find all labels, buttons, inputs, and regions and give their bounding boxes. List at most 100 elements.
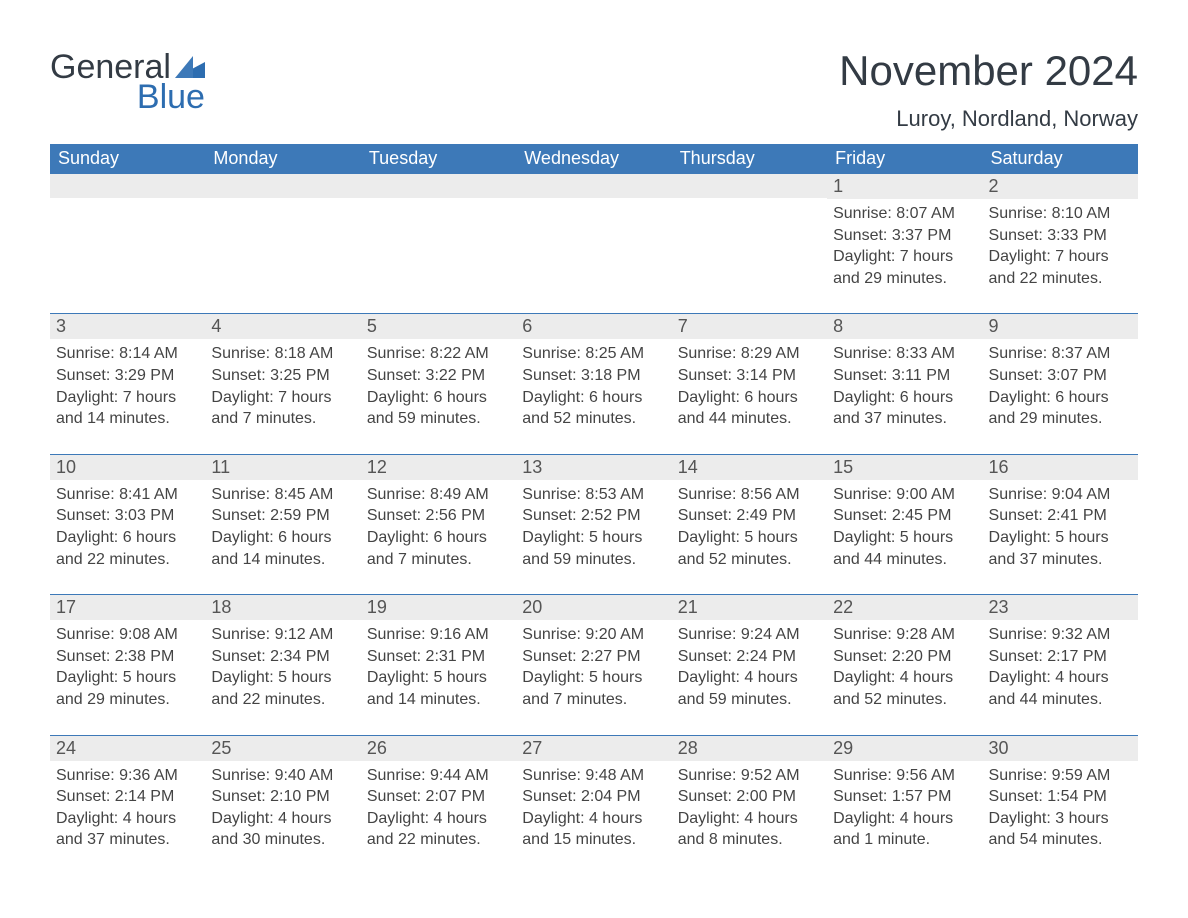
sunrise-text: Sunrise: 8:49 AM — [367, 484, 510, 506]
calendar-cell: 28Sunrise: 9:52 AMSunset: 2:00 PMDayligh… — [672, 735, 827, 875]
daylight-text-2: and 30 minutes. — [211, 829, 354, 851]
day-info: Sunrise: 8:33 AMSunset: 3:11 PMDaylight:… — [827, 339, 982, 429]
daylight-text-1: Daylight: 5 hours — [678, 527, 821, 549]
sunset-text: Sunset: 3:03 PM — [56, 505, 199, 527]
calendar-week: 1Sunrise: 8:07 AMSunset: 3:37 PMDaylight… — [50, 173, 1138, 313]
day-info: Sunrise: 8:56 AMSunset: 2:49 PMDaylight:… — [672, 480, 827, 570]
calendar-week: 10Sunrise: 8:41 AMSunset: 3:03 PMDayligh… — [50, 454, 1138, 594]
day-info: Sunrise: 8:07 AMSunset: 3:37 PMDaylight:… — [827, 199, 982, 289]
daylight-text-1: Daylight: 6 hours — [367, 387, 510, 409]
daylight-text-2: and 7 minutes. — [211, 408, 354, 430]
calendar-cell: 9Sunrise: 8:37 AMSunset: 3:07 PMDaylight… — [983, 313, 1138, 453]
sunrise-text: Sunrise: 9:32 AM — [989, 624, 1132, 646]
daylight-text-2: and 15 minutes. — [522, 829, 665, 851]
sunset-text: Sunset: 3:25 PM — [211, 365, 354, 387]
day-header: Sunday — [50, 144, 205, 173]
calendar-cell: 7Sunrise: 8:29 AMSunset: 3:14 PMDaylight… — [672, 313, 827, 453]
daylight-text-1: Daylight: 5 hours — [367, 667, 510, 689]
calendar-cell: 19Sunrise: 9:16 AMSunset: 2:31 PMDayligh… — [361, 594, 516, 734]
sunset-text: Sunset: 2:24 PM — [678, 646, 821, 668]
calendar-cell: 2Sunrise: 8:10 AMSunset: 3:33 PMDaylight… — [983, 173, 1138, 313]
daylight-text-1: Daylight: 5 hours — [56, 667, 199, 689]
day-info: Sunrise: 8:45 AMSunset: 2:59 PMDaylight:… — [205, 480, 360, 570]
day-info: Sunrise: 9:24 AMSunset: 2:24 PMDaylight:… — [672, 620, 827, 710]
day-number: 9 — [983, 314, 1138, 339]
daylight-text-2: and 1 minute. — [833, 829, 976, 851]
daylight-text-1: Daylight: 6 hours — [211, 527, 354, 549]
sunrise-text: Sunrise: 9:59 AM — [989, 765, 1132, 787]
day-number: 15 — [827, 455, 982, 480]
daylight-text-2: and 14 minutes. — [56, 408, 199, 430]
day-header: Thursday — [672, 144, 827, 173]
calendar-cell: 21Sunrise: 9:24 AMSunset: 2:24 PMDayligh… — [672, 594, 827, 734]
calendar-cell: 5Sunrise: 8:22 AMSunset: 3:22 PMDaylight… — [361, 313, 516, 453]
day-number: 18 — [205, 595, 360, 620]
daylight-text-1: Daylight: 7 hours — [56, 387, 199, 409]
calendar-page: General Blue November 2024 Luroy, Nordla… — [0, 0, 1188, 895]
sunset-text: Sunset: 2:38 PM — [56, 646, 199, 668]
day-number — [361, 174, 516, 198]
sunset-text: Sunset: 1:57 PM — [833, 786, 976, 808]
calendar-cell: 14Sunrise: 8:56 AMSunset: 2:49 PMDayligh… — [672, 454, 827, 594]
sunset-text: Sunset: 2:41 PM — [989, 505, 1132, 527]
page-header: General Blue November 2024 Luroy, Nordla… — [50, 50, 1138, 132]
calendar-cell: 8Sunrise: 8:33 AMSunset: 3:11 PMDaylight… — [827, 313, 982, 453]
sunrise-text: Sunrise: 9:44 AM — [367, 765, 510, 787]
day-info: Sunrise: 8:25 AMSunset: 3:18 PMDaylight:… — [516, 339, 671, 429]
sunrise-text: Sunrise: 9:16 AM — [367, 624, 510, 646]
sunrise-text: Sunrise: 8:45 AM — [211, 484, 354, 506]
calendar-cell: 29Sunrise: 9:56 AMSunset: 1:57 PMDayligh… — [827, 735, 982, 875]
day-info: Sunrise: 9:56 AMSunset: 1:57 PMDaylight:… — [827, 761, 982, 851]
sunrise-text: Sunrise: 8:22 AM — [367, 343, 510, 365]
calendar-cell: 16Sunrise: 9:04 AMSunset: 2:41 PMDayligh… — [983, 454, 1138, 594]
daylight-text-2: and 59 minutes. — [367, 408, 510, 430]
calendar-cell: 3Sunrise: 8:14 AMSunset: 3:29 PMDaylight… — [50, 313, 205, 453]
location-label: Luroy, Nordland, Norway — [839, 106, 1138, 132]
title-block: November 2024 Luroy, Nordland, Norway — [839, 50, 1138, 132]
sunset-text: Sunset: 3:33 PM — [989, 225, 1132, 247]
calendar-cell: 6Sunrise: 8:25 AMSunset: 3:18 PMDaylight… — [516, 313, 671, 453]
calendar-cell: 12Sunrise: 8:49 AMSunset: 2:56 PMDayligh… — [361, 454, 516, 594]
daylight-text-2: and 22 minutes. — [367, 829, 510, 851]
day-info: Sunrise: 9:20 AMSunset: 2:27 PMDaylight:… — [516, 620, 671, 710]
day-number — [516, 174, 671, 198]
daylight-text-1: Daylight: 5 hours — [522, 667, 665, 689]
daylight-text-1: Daylight: 3 hours — [989, 808, 1132, 830]
day-number — [50, 174, 205, 198]
sunrise-text: Sunrise: 9:12 AM — [211, 624, 354, 646]
sunset-text: Sunset: 3:14 PM — [678, 365, 821, 387]
daylight-text-1: Daylight: 7 hours — [989, 246, 1132, 268]
daylight-text-2: and 52 minutes. — [833, 689, 976, 711]
day-info: Sunrise: 9:04 AMSunset: 2:41 PMDaylight:… — [983, 480, 1138, 570]
daylight-text-2: and 54 minutes. — [989, 829, 1132, 851]
day-info: Sunrise: 9:59 AMSunset: 1:54 PMDaylight:… — [983, 761, 1138, 851]
day-number: 23 — [983, 595, 1138, 620]
daylight-text-2: and 7 minutes. — [522, 689, 665, 711]
daylight-text-1: Daylight: 4 hours — [833, 808, 976, 830]
daylight-text-1: Daylight: 5 hours — [522, 527, 665, 549]
calendar-cell — [50, 173, 205, 313]
daylight-text-1: Daylight: 4 hours — [56, 808, 199, 830]
sunrise-text: Sunrise: 8:10 AM — [989, 203, 1132, 225]
sunset-text: Sunset: 3:07 PM — [989, 365, 1132, 387]
day-info: Sunrise: 9:08 AMSunset: 2:38 PMDaylight:… — [50, 620, 205, 710]
day-number: 5 — [361, 314, 516, 339]
day-number: 14 — [672, 455, 827, 480]
calendar-cell — [205, 173, 360, 313]
calendar-week: 24Sunrise: 9:36 AMSunset: 2:14 PMDayligh… — [50, 735, 1138, 875]
day-number: 27 — [516, 736, 671, 761]
daylight-text-2: and 37 minutes. — [833, 408, 976, 430]
daylight-text-2: and 7 minutes. — [367, 549, 510, 571]
daylight-text-2: and 44 minutes. — [989, 689, 1132, 711]
daylight-text-2: and 22 minutes. — [56, 549, 199, 571]
calendar-table: Sunday Monday Tuesday Wednesday Thursday… — [50, 144, 1138, 875]
sunrise-text: Sunrise: 8:37 AM — [989, 343, 1132, 365]
sunrise-text: Sunrise: 9:52 AM — [678, 765, 821, 787]
day-number: 12 — [361, 455, 516, 480]
calendar-cell: 27Sunrise: 9:48 AMSunset: 2:04 PMDayligh… — [516, 735, 671, 875]
day-number: 4 — [205, 314, 360, 339]
daylight-text-2: and 14 minutes. — [211, 549, 354, 571]
sunrise-text: Sunrise: 8:29 AM — [678, 343, 821, 365]
calendar-cell: 23Sunrise: 9:32 AMSunset: 2:17 PMDayligh… — [983, 594, 1138, 734]
daylight-text-2: and 29 minutes. — [56, 689, 199, 711]
